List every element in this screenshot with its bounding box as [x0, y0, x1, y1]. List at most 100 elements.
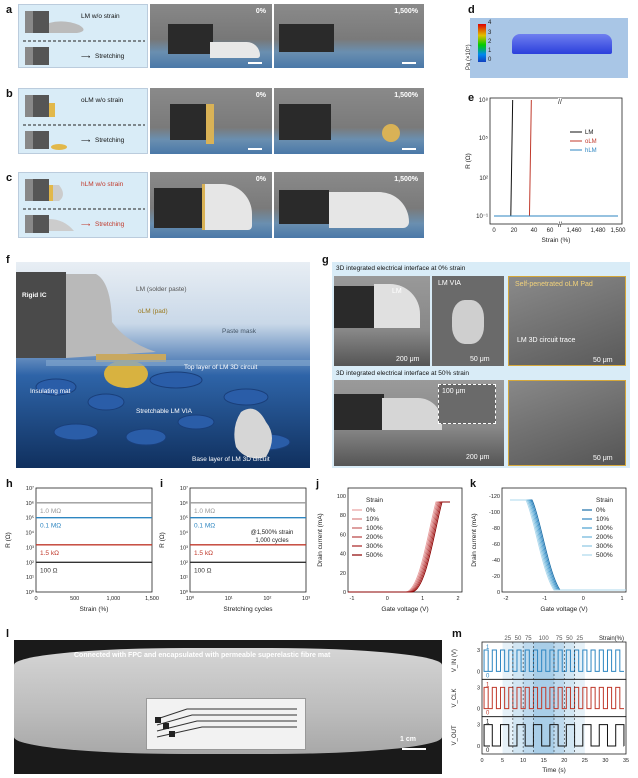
axis-break-mark: // [558, 99, 562, 106]
y-tick-label: 3 [477, 723, 480, 729]
sem-a-0-label: 0% [255, 8, 266, 15]
x-tick-label: 1 [620, 596, 623, 602]
schematic-b-drawing [23, 95, 145, 150]
series-label: 1.5 kΩ [40, 550, 59, 557]
g-inset [438, 384, 496, 424]
fpc-circuit-traces [155, 708, 297, 738]
plot-frame [35, 487, 153, 593]
sem-b-0: 0% [150, 88, 272, 154]
sem-b-1500-label: 1,500% [394, 92, 418, 99]
strain-value: 75 [525, 636, 532, 642]
series-line [348, 501, 450, 593]
sem-b-0-olm [206, 104, 214, 144]
legend-label: 200% [596, 534, 613, 541]
signal-trace [483, 649, 624, 672]
y-tick-label: 0 [343, 590, 346, 596]
schematic-b-bottom-text: Stretching [95, 137, 125, 144]
x-tick-label: 30 [602, 758, 608, 764]
schematic-a-bottom-text: Stretching [95, 53, 125, 60]
y-tick-label: -40 [492, 558, 500, 564]
series-label: 1.0 MΩ [194, 508, 215, 515]
x-tick-label: 0 [480, 758, 483, 764]
sem-a-0: 0% [150, 4, 272, 68]
legend-label: LM [585, 130, 593, 136]
series-label: 100 Ω [194, 567, 212, 574]
panel-label-c: c [6, 172, 13, 184]
series-label: 0.1 MΩ [194, 523, 215, 530]
y-tick-label: 10⁻¹ [476, 214, 488, 220]
x-tick-label: 5 [501, 758, 504, 764]
g-scale-100: 100 μm [442, 388, 466, 395]
sem-b-1500: 1,500% [274, 88, 424, 154]
level-high: 1 [486, 720, 490, 726]
g-scale-200-bottom: 200 μm [466, 454, 490, 461]
series-line [510, 499, 626, 591]
legend-label: 0% [596, 507, 606, 514]
y-tick-label: 10⁴ [26, 530, 35, 537]
colorbar-tick: 3 [488, 30, 492, 36]
legend-label: 100% [366, 525, 383, 532]
schematic-a-top-text: LM w/o strain [81, 13, 120, 20]
x-tick-label: 1,500 [145, 596, 159, 602]
series-line [510, 499, 626, 591]
annotation: 1,000 cycles [255, 538, 288, 544]
illustration-f: Rigid IC LM (solder paste) oLM (pad) Pas… [16, 262, 310, 468]
legend-label: 10% [366, 516, 379, 523]
row-frame [481, 716, 627, 755]
legend-label: 200% [366, 534, 383, 541]
stress-map-d: 4 3 2 1 0 Pa (×10⁵) [466, 18, 628, 78]
series-label: 0.1 MΩ [40, 523, 61, 530]
level-low: 0 [486, 673, 490, 679]
y-tick-label: 10⁸ [479, 97, 489, 104]
y-axis-title: R (Ω) [5, 532, 12, 548]
sem-c-0: 0% [150, 172, 272, 238]
x-tick-label: 35 [623, 758, 629, 764]
y-tick-label: -100 [489, 510, 500, 516]
legend-label: 100% [596, 525, 613, 532]
sem-g-bottom-main: 100 μm 200 μm [334, 380, 504, 466]
sem-a-0-lm [210, 42, 260, 58]
series-line [510, 499, 626, 591]
x-axis-title: Strain (%) [542, 237, 571, 244]
photo-l: Connected with FPC and encapsulated with… [14, 640, 442, 774]
sem-b-1500-scalebar [402, 148, 416, 150]
y-tick-label: 0 [477, 707, 480, 713]
legend-label: 300% [596, 543, 613, 550]
colorbar-title: Pa (×10⁵) [466, 44, 472, 70]
schematic-c-bottom-text: Stretching [95, 221, 125, 228]
strain-band [533, 642, 554, 754]
x-tick-label: 10¹ [225, 596, 233, 602]
schematic-c: hLM w/o strain ⟶ Stretching [18, 172, 148, 238]
y-axis-title: Drain current (mA) [471, 513, 478, 566]
legend-label: hLM [585, 148, 597, 154]
strain-value: 100 [539, 636, 550, 642]
g-label-lm: LM [392, 288, 402, 295]
label-rigid-ic: Rigid IC [22, 292, 47, 299]
g-chip [334, 286, 378, 328]
x-tick-label: 500 [70, 596, 79, 602]
g-label-self-pen: Self-penetrated oLM Pad [515, 281, 593, 288]
legend-label: 500% [366, 552, 383, 559]
y-tick-label: 10⁰ [26, 589, 35, 596]
g-scale-50-a: 50 μm [470, 356, 490, 363]
x-tick-label: 40 [531, 228, 538, 234]
y-tick-label: 3 [477, 685, 480, 691]
x-tick-label: -1 [350, 596, 355, 602]
sem-a-0-chip [168, 24, 213, 54]
sem-g-top-main: LM 200 μm [334, 276, 430, 366]
sem-c-1500-chip [279, 190, 329, 224]
strain-band [554, 642, 565, 754]
y-tick-label: -120 [489, 494, 500, 500]
g-scale-50-bottom: 50 μm [593, 455, 613, 462]
panel-label-d: d [468, 4, 475, 16]
label-olm-pad: oLM (pad) [138, 308, 168, 315]
sem-g: 3D integrated electrical interface at 0%… [332, 262, 630, 468]
y-tick-label: 10⁶ [180, 500, 188, 507]
x-tick-label: 0 [492, 228, 496, 234]
g-label-trace: LM 3D circuit trace [517, 337, 576, 344]
sem-g-bottom-pad: 50 μm [508, 380, 626, 466]
level-low: 0 [486, 748, 490, 754]
x-tick-label: 10² [263, 596, 271, 602]
y-tick-label: 100 [337, 494, 346, 500]
strain-band [502, 642, 513, 754]
